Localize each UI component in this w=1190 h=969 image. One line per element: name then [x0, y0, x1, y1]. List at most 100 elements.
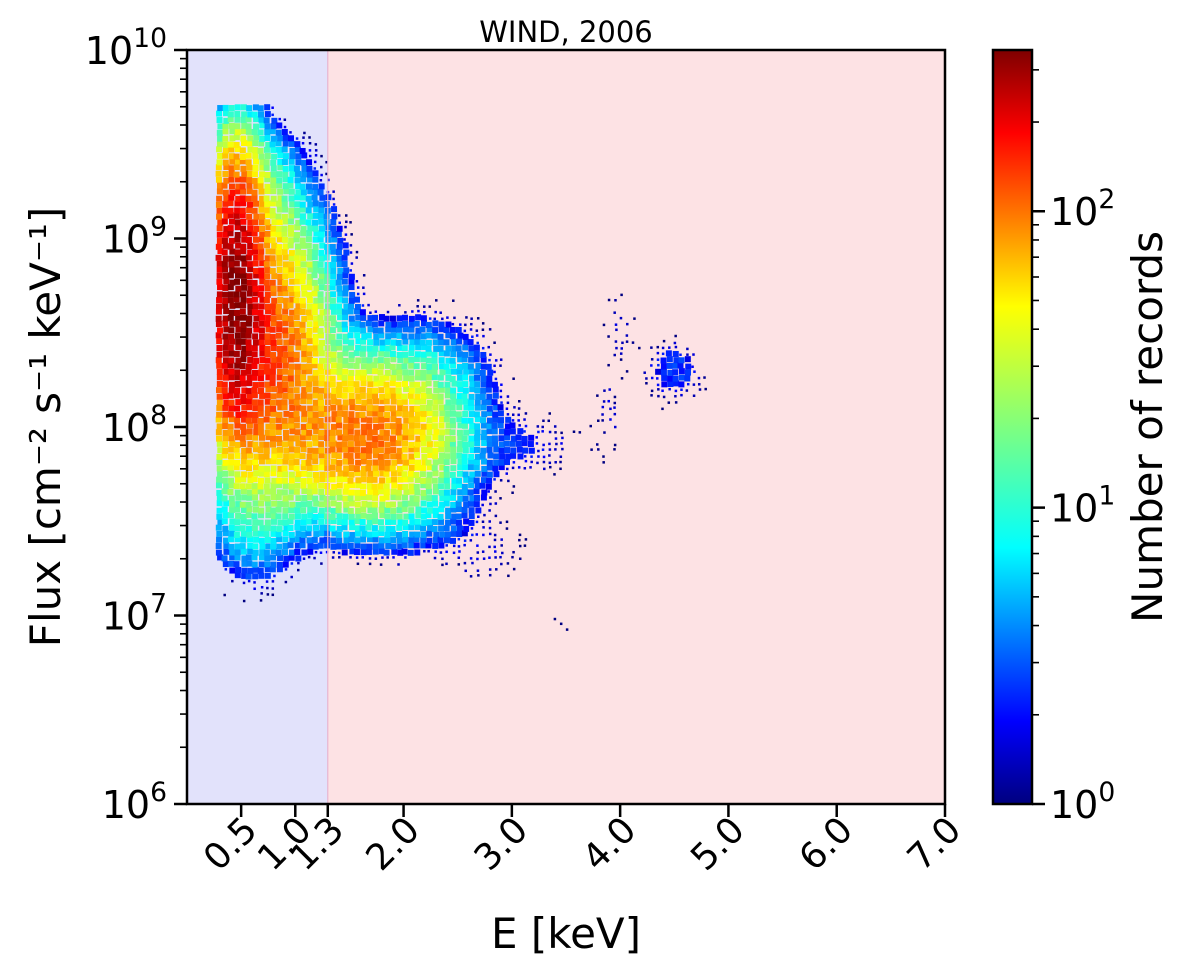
- hexbin: [221, 555, 228, 562]
- hexbin: [295, 440, 302, 447]
- hexbin: [251, 345, 258, 352]
- hexbin: [377, 327, 384, 334]
- hexbin: [281, 195, 288, 202]
- y-tick-label: 106: [102, 777, 167, 827]
- hexbin: [221, 488, 228, 495]
- hexbin: [323, 410, 330, 417]
- hexbin: [258, 537, 265, 544]
- hexbin: [247, 471, 254, 478]
- hexbin: [383, 483, 390, 490]
- hexbin: [360, 543, 367, 550]
- hexbin: [420, 398, 427, 405]
- hexbin: [390, 494, 397, 501]
- hexbin: [480, 417, 487, 424]
- hexbin: [481, 322, 485, 325]
- hexbin: [251, 488, 258, 495]
- hexbin: [222, 159, 229, 166]
- hexbin: [217, 248, 224, 255]
- hexbin: [465, 316, 468, 319]
- hexbin: [288, 398, 295, 405]
- hexbin: [510, 447, 517, 454]
- hexbin: [366, 447, 373, 454]
- hexbin: [455, 513, 462, 520]
- hexbin: [378, 332, 385, 339]
- hexbin: [692, 353, 695, 356]
- hexbin: [295, 555, 302, 562]
- hexbin: [278, 117, 281, 121]
- hexbin: [283, 125, 287, 129]
- hexbin: [674, 334, 677, 338]
- hexbin: [308, 154, 312, 158]
- hexbin: [444, 381, 451, 388]
- hexbin: [499, 364, 502, 367]
- hexbin: [456, 531, 463, 538]
- hexbin: [492, 440, 499, 447]
- hexbin: [341, 524, 348, 531]
- hexbin: [229, 302, 236, 309]
- hexbin: [401, 471, 408, 478]
- hexbin: [233, 278, 240, 285]
- hexbin: [390, 507, 397, 514]
- hexbin: [239, 147, 246, 154]
- hexbin: [444, 435, 451, 442]
- hexbin: [293, 387, 300, 394]
- hexbin: [257, 243, 264, 250]
- hexbin: [360, 338, 367, 345]
- hexbin: [511, 413, 515, 416]
- hexbin: [330, 273, 337, 280]
- hexbin: [457, 556, 461, 560]
- y-tick-label: 1010: [85, 23, 167, 73]
- hexbin: [264, 392, 271, 399]
- hexbin: [343, 465, 350, 472]
- hexbin: [336, 494, 343, 501]
- hexbin: [313, 476, 320, 483]
- hexbin: [473, 411, 480, 418]
- hexbin: [455, 326, 462, 333]
- hexbin: [221, 182, 228, 189]
- hexbin: [485, 483, 492, 490]
- hexbin: [307, 213, 314, 220]
- hexbin: [426, 374, 433, 381]
- hexbin: [620, 347, 623, 350]
- hexbin: [390, 428, 397, 435]
- hexbin: [619, 358, 623, 361]
- hexbin: [450, 339, 457, 346]
- hexbin: [360, 506, 367, 513]
- hexbin: [269, 237, 276, 244]
- hexbin: [378, 320, 385, 327]
- hexbin: [343, 303, 350, 310]
- hexbin: [353, 381, 360, 388]
- hexbin: [680, 388, 683, 391]
- hexbin: [241, 387, 248, 394]
- hexbin: [397, 321, 404, 328]
- hexbin: [341, 519, 348, 526]
- hexbin: [433, 387, 440, 394]
- hexbin: [251, 189, 258, 196]
- hexbin: [477, 574, 480, 577]
- hexbin: [301, 165, 308, 172]
- hexbin: [361, 429, 368, 436]
- hexbin: [493, 446, 500, 453]
- hexbin: [233, 296, 240, 303]
- hexbin: [680, 393, 683, 397]
- hexbin: [331, 556, 335, 559]
- hexbin: [287, 356, 294, 363]
- hexbin: [462, 333, 469, 340]
- hexbin: [317, 189, 324, 196]
- hexbin: [656, 377, 659, 380]
- hexbin: [228, 381, 235, 388]
- hexbin: [348, 315, 355, 322]
- hexbin: [311, 254, 318, 261]
- hexbin: [373, 333, 380, 340]
- hexbin: [307, 489, 314, 496]
- hexbin: [461, 512, 468, 519]
- hexbin: [270, 405, 277, 412]
- hexbin: [377, 369, 384, 376]
- hexbin: [697, 383, 701, 386]
- hexbin: [294, 363, 301, 370]
- hexbin: [347, 332, 354, 339]
- hexbin: [414, 524, 421, 531]
- hexbin: [270, 423, 277, 430]
- hexbin: [401, 542, 408, 549]
